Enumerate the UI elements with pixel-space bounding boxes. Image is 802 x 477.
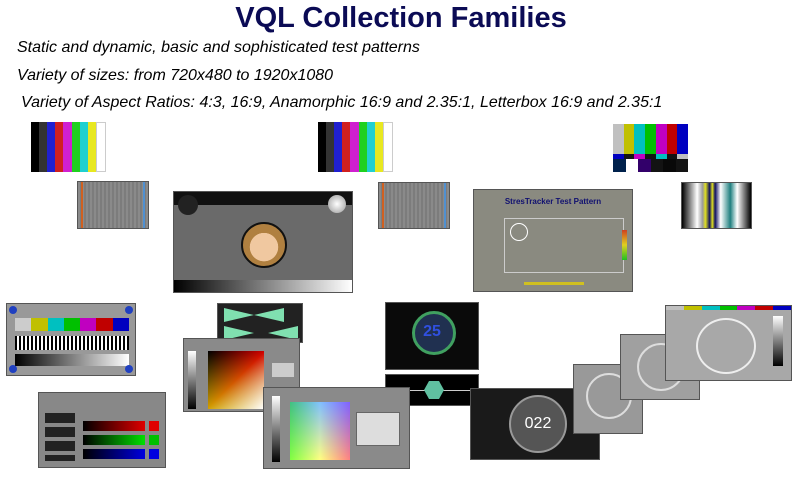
resolution-chart-thumbnail bbox=[6, 303, 136, 376]
slide-title: VQL Collection Families bbox=[235, 2, 567, 34]
frame-counter-number: 022 bbox=[524, 415, 552, 432]
rgb-ramps-thumbnail bbox=[38, 392, 166, 468]
gradient-bars-thumbnail bbox=[681, 182, 752, 229]
bullet-2: Variety of sizes: from 720x480 to 1920x1… bbox=[17, 67, 334, 84]
countdown-number: 25 bbox=[423, 323, 441, 340]
stresstracker-thumbnail: StresTracker Test Pattern bbox=[473, 189, 633, 292]
color-gamut-thumbnail-1 bbox=[183, 338, 300, 412]
face-pattern-thumbnail bbox=[173, 191, 353, 293]
smpte-bars-thumbnail bbox=[613, 124, 688, 172]
colorbars-thumbnail-1 bbox=[31, 122, 106, 172]
bullet-1: Static and dynamic, basic and sophistica… bbox=[17, 39, 420, 56]
gray-stripe-thumbnail-2 bbox=[378, 182, 450, 229]
colorbars-thumbnail-2 bbox=[318, 122, 393, 172]
color-gamut-thumbnail-2 bbox=[263, 387, 410, 469]
stresstracker-title: StresTracker Test Pattern bbox=[504, 197, 602, 206]
bullet-3: Variety of Aspect Ratios: 4:3, 16:9, Ana… bbox=[21, 94, 663, 111]
geometry-chart-thumbnail-3 bbox=[665, 305, 792, 381]
gray-stripe-thumbnail-1 bbox=[77, 181, 149, 229]
countdown-thumbnail: 25 bbox=[385, 302, 479, 370]
triangle-pattern-thumbnail bbox=[217, 303, 303, 343]
